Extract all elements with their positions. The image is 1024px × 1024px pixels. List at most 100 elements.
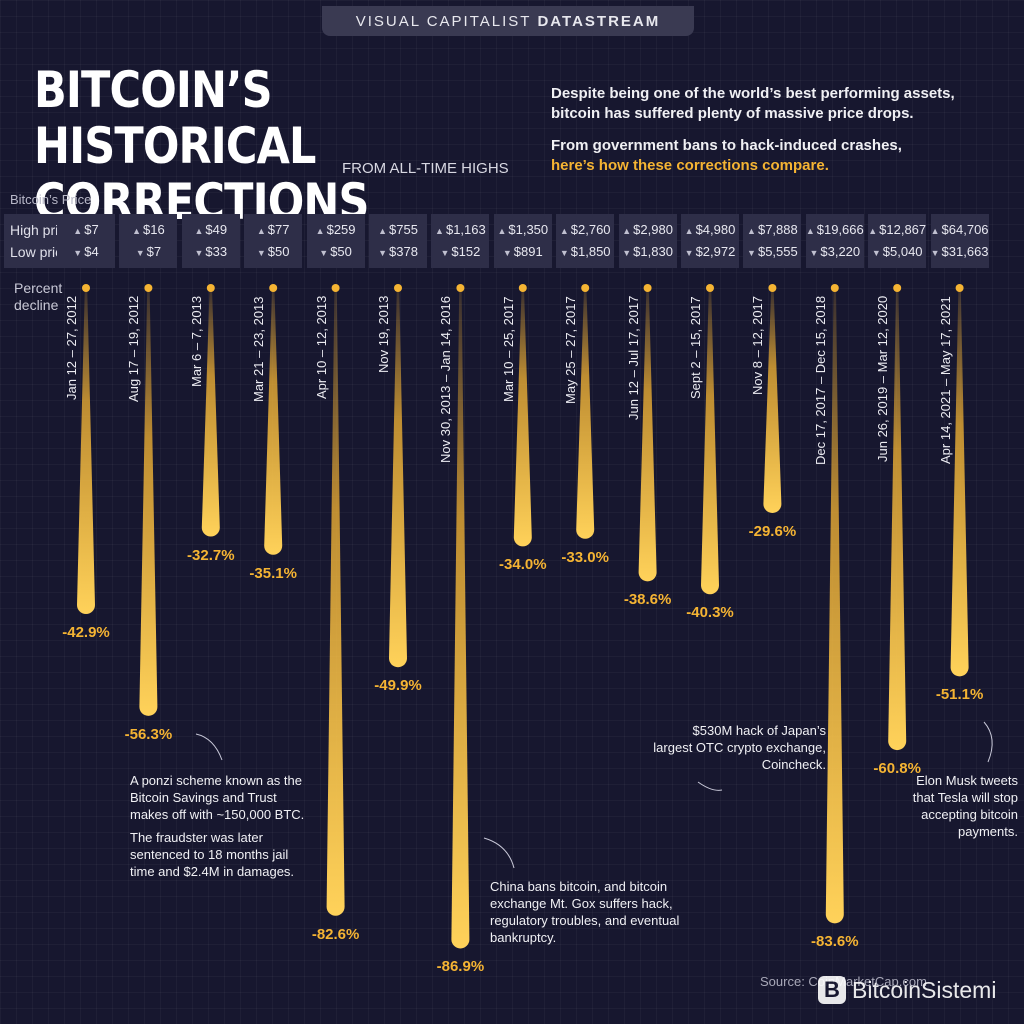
high-price-value: ▲ $7,888 — [743, 222, 801, 237]
high-price-value: ▲ $2,980 — [619, 222, 677, 237]
low-price-value: ▼ $31,663 — [931, 244, 989, 259]
watermark: B BitcoinSistemi — [818, 976, 996, 1004]
watermark-text: BitcoinSistemi — [852, 976, 997, 1003]
percent-decline-label: -33.0% — [561, 548, 609, 566]
bar-top-dot — [581, 284, 590, 292]
up-triangle-icon: ▲ — [622, 226, 632, 236]
low-price-value: ▼ $50 — [244, 244, 302, 259]
period-label: Dec 17, 2017 – Dec 15, 2018 — [812, 295, 828, 465]
intro-paragraph-1: Despite being one of the world’s best pe… — [551, 85, 955, 122]
high-price-text: $64,706 — [941, 222, 989, 237]
period-label: Mar 21 – 23, 2013 — [251, 296, 267, 402]
percent-decline-label: -49.9% — [374, 677, 422, 695]
low-price-text: $50 — [267, 244, 290, 259]
down-triangle-icon: ▼ — [194, 248, 204, 258]
high-price-value: ▲ $259 — [307, 222, 365, 237]
intro-paragraph-2-text: From government bans to hack-induced cra… — [551, 137, 902, 154]
percent-decline-label: -86.9% — [436, 958, 485, 976]
price-box: ▲ $2,980 ▼ $1,830 — [618, 214, 677, 268]
annotation-ponzi-text-1: A ponzi scheme known as the Bitcoin Savi… — [130, 773, 305, 822]
low-price-text: $5,555 — [757, 244, 798, 259]
period-label: Aug 17 – 19, 2012 — [126, 295, 142, 402]
bar-top-dot — [706, 284, 714, 292]
price-box: ▲ $4,980 ▼ $2,972 — [681, 214, 739, 268]
up-triangle-icon: ▲ — [73, 226, 83, 236]
down-triangle-icon: ▼ — [559, 248, 569, 258]
price-box: ▲ $1,350 ▼ $891 — [493, 214, 552, 268]
bar-top-dot — [518, 284, 527, 292]
intro-paragraph-2: From government bans to hack-induced cra… — [551, 136, 991, 176]
up-triangle-icon: ▲ — [497, 226, 507, 236]
price-box: ▲ $64,706 ▼ $31,663 — [930, 214, 989, 268]
high-price-text: $49 — [205, 222, 228, 237]
price-box: ▲ $7,888 ▼ $5,555 — [743, 214, 802, 268]
brand-bar: VISUAL CAPITALIST DATASTREAM — [322, 6, 694, 36]
down-triangle-icon: ▼ — [440, 248, 450, 258]
low-price-value: ▼ $7 — [119, 244, 177, 259]
high-price-text: $755 — [389, 222, 418, 237]
high-price-text: $7 — [84, 222, 99, 237]
up-triangle-icon: ▲ — [559, 226, 569, 236]
bar-top-dot — [830, 284, 839, 292]
high-price-value: ▲ $19,666 — [806, 222, 864, 237]
down-triangle-icon: ▼ — [622, 248, 632, 258]
low-price-value: ▼ $152 — [431, 244, 489, 259]
up-triangle-icon: ▲ — [868, 226, 878, 236]
low-price-value: ▼ $3,220 — [806, 244, 864, 259]
annotation-musk: Elon Musk tweets that Tesla will stop ac… — [912, 773, 1018, 839]
down-triangle-icon: ▼ — [319, 248, 329, 258]
correction-bar — [77, 288, 95, 615]
price-box: ▲ $77 ▼ $50 — [244, 214, 303, 268]
period-label: Nov 8 – 12, 2017 — [750, 295, 766, 395]
low-price-value: ▼ $378 — [369, 244, 427, 259]
annotation-ponzi: A ponzi scheme known as the Bitcoin Savi… — [130, 772, 310, 886]
down-triangle-icon: ▼ — [378, 248, 387, 258]
bar-top-dot — [768, 284, 777, 292]
high-price-text: $16 — [143, 222, 165, 237]
price-box: ▲ $2,760 ▼ $1,850 — [556, 214, 615, 268]
correction-bar — [139, 288, 158, 716]
title-line-1: BITCOIN’S HISTORICAL — [34, 61, 316, 175]
correction-bar — [451, 288, 470, 949]
bar-top-dot — [394, 284, 402, 292]
low-price-label: Low price — [10, 244, 70, 260]
period-label: Apr 14, 2021 – May 17, 2021 — [937, 296, 953, 464]
up-triangle-icon: ▲ — [194, 226, 204, 236]
high-price-value: ▲ $77 — [244, 222, 302, 237]
down-triangle-icon: ▼ — [871, 248, 881, 258]
bar-top-dot — [643, 284, 652, 292]
low-price-text: $1,850 — [570, 244, 611, 259]
percent-decline-label: -83.6% — [811, 933, 859, 951]
price-box: ▲ $259 ▼ $50 — [306, 214, 365, 268]
high-price-text: $12,867 — [879, 222, 927, 237]
low-price-value: ▼ $2,972 — [681, 244, 739, 259]
correction-bar — [950, 288, 969, 677]
up-triangle-icon: ▲ — [747, 226, 756, 236]
up-triangle-icon: ▲ — [315, 226, 325, 236]
low-price-text: $1,830 — [633, 244, 673, 259]
intro-text: Despite being one of the world’s best pe… — [551, 84, 991, 188]
high-price-value: ▲ $4,980 — [681, 222, 739, 237]
bar-top-dot — [269, 284, 278, 292]
correction-bar — [326, 288, 345, 916]
up-triangle-icon: ▲ — [805, 226, 815, 236]
period-label: Mar 10 – 25, 2017 — [500, 296, 516, 402]
low-price-text: $152 — [451, 244, 481, 259]
correction-bar — [638, 288, 657, 582]
price-box: ▲ $7 ▼ $4 — [57, 214, 115, 268]
high-price-value: ▲ $64,706 — [931, 222, 989, 237]
percent-decline-label: -51.1% — [935, 686, 984, 704]
low-price-value: ▼ $5,555 — [743, 244, 801, 259]
period-label: Jun 26, 2019 – Mar 12, 2020 — [875, 295, 891, 462]
bar-top-dot — [955, 284, 964, 292]
high-price-value: ▲ $16 — [119, 222, 177, 237]
correction-bar — [389, 288, 407, 668]
high-price-text: $2,760 — [570, 222, 611, 237]
correction-bar — [825, 288, 844, 924]
low-price-value: ▼ $891 — [494, 244, 552, 259]
correction-bar — [888, 288, 907, 751]
percent-decline-label: -40.3% — [686, 604, 734, 622]
percent-decline-label: -38.6% — [623, 591, 672, 609]
correction-bar — [513, 288, 532, 547]
bar-top-dot — [893, 284, 902, 292]
